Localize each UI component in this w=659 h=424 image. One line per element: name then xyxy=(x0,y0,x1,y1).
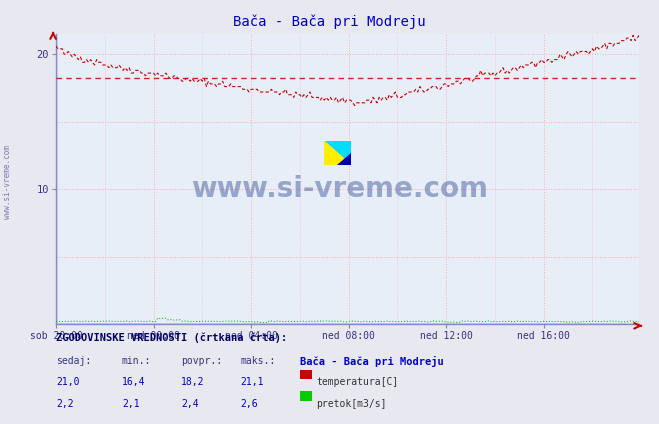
Text: ZGODOVINSKE VREDNOSTI (črtkana črta):: ZGODOVINSKE VREDNOSTI (črtkana črta): xyxy=(56,333,287,343)
Text: povpr.:: povpr.: xyxy=(181,356,222,366)
Text: temperatura[C]: temperatura[C] xyxy=(316,377,399,388)
Text: 21,1: 21,1 xyxy=(241,377,264,388)
Text: sedaj:: sedaj: xyxy=(56,356,91,366)
Text: 2,4: 2,4 xyxy=(181,399,199,409)
Text: 2,6: 2,6 xyxy=(241,399,258,409)
Polygon shape xyxy=(324,141,351,165)
Text: 2,1: 2,1 xyxy=(122,399,140,409)
Text: www.si-vreme.com: www.si-vreme.com xyxy=(191,175,488,203)
Text: Bača - Bača pri Modreju: Bača - Bača pri Modreju xyxy=(300,356,444,367)
Text: maks.:: maks.: xyxy=(241,356,275,366)
Text: min.:: min.: xyxy=(122,356,152,366)
Text: 16,4: 16,4 xyxy=(122,377,146,388)
Polygon shape xyxy=(337,153,351,165)
Text: pretok[m3/s]: pretok[m3/s] xyxy=(316,399,387,409)
Text: 18,2: 18,2 xyxy=(181,377,205,388)
Text: 21,0: 21,0 xyxy=(56,377,80,388)
Polygon shape xyxy=(324,141,351,165)
Text: Bača - Bača pri Modreju: Bača - Bača pri Modreju xyxy=(233,15,426,29)
Text: www.si-vreme.com: www.si-vreme.com xyxy=(3,145,13,219)
Text: 2,2: 2,2 xyxy=(56,399,74,409)
